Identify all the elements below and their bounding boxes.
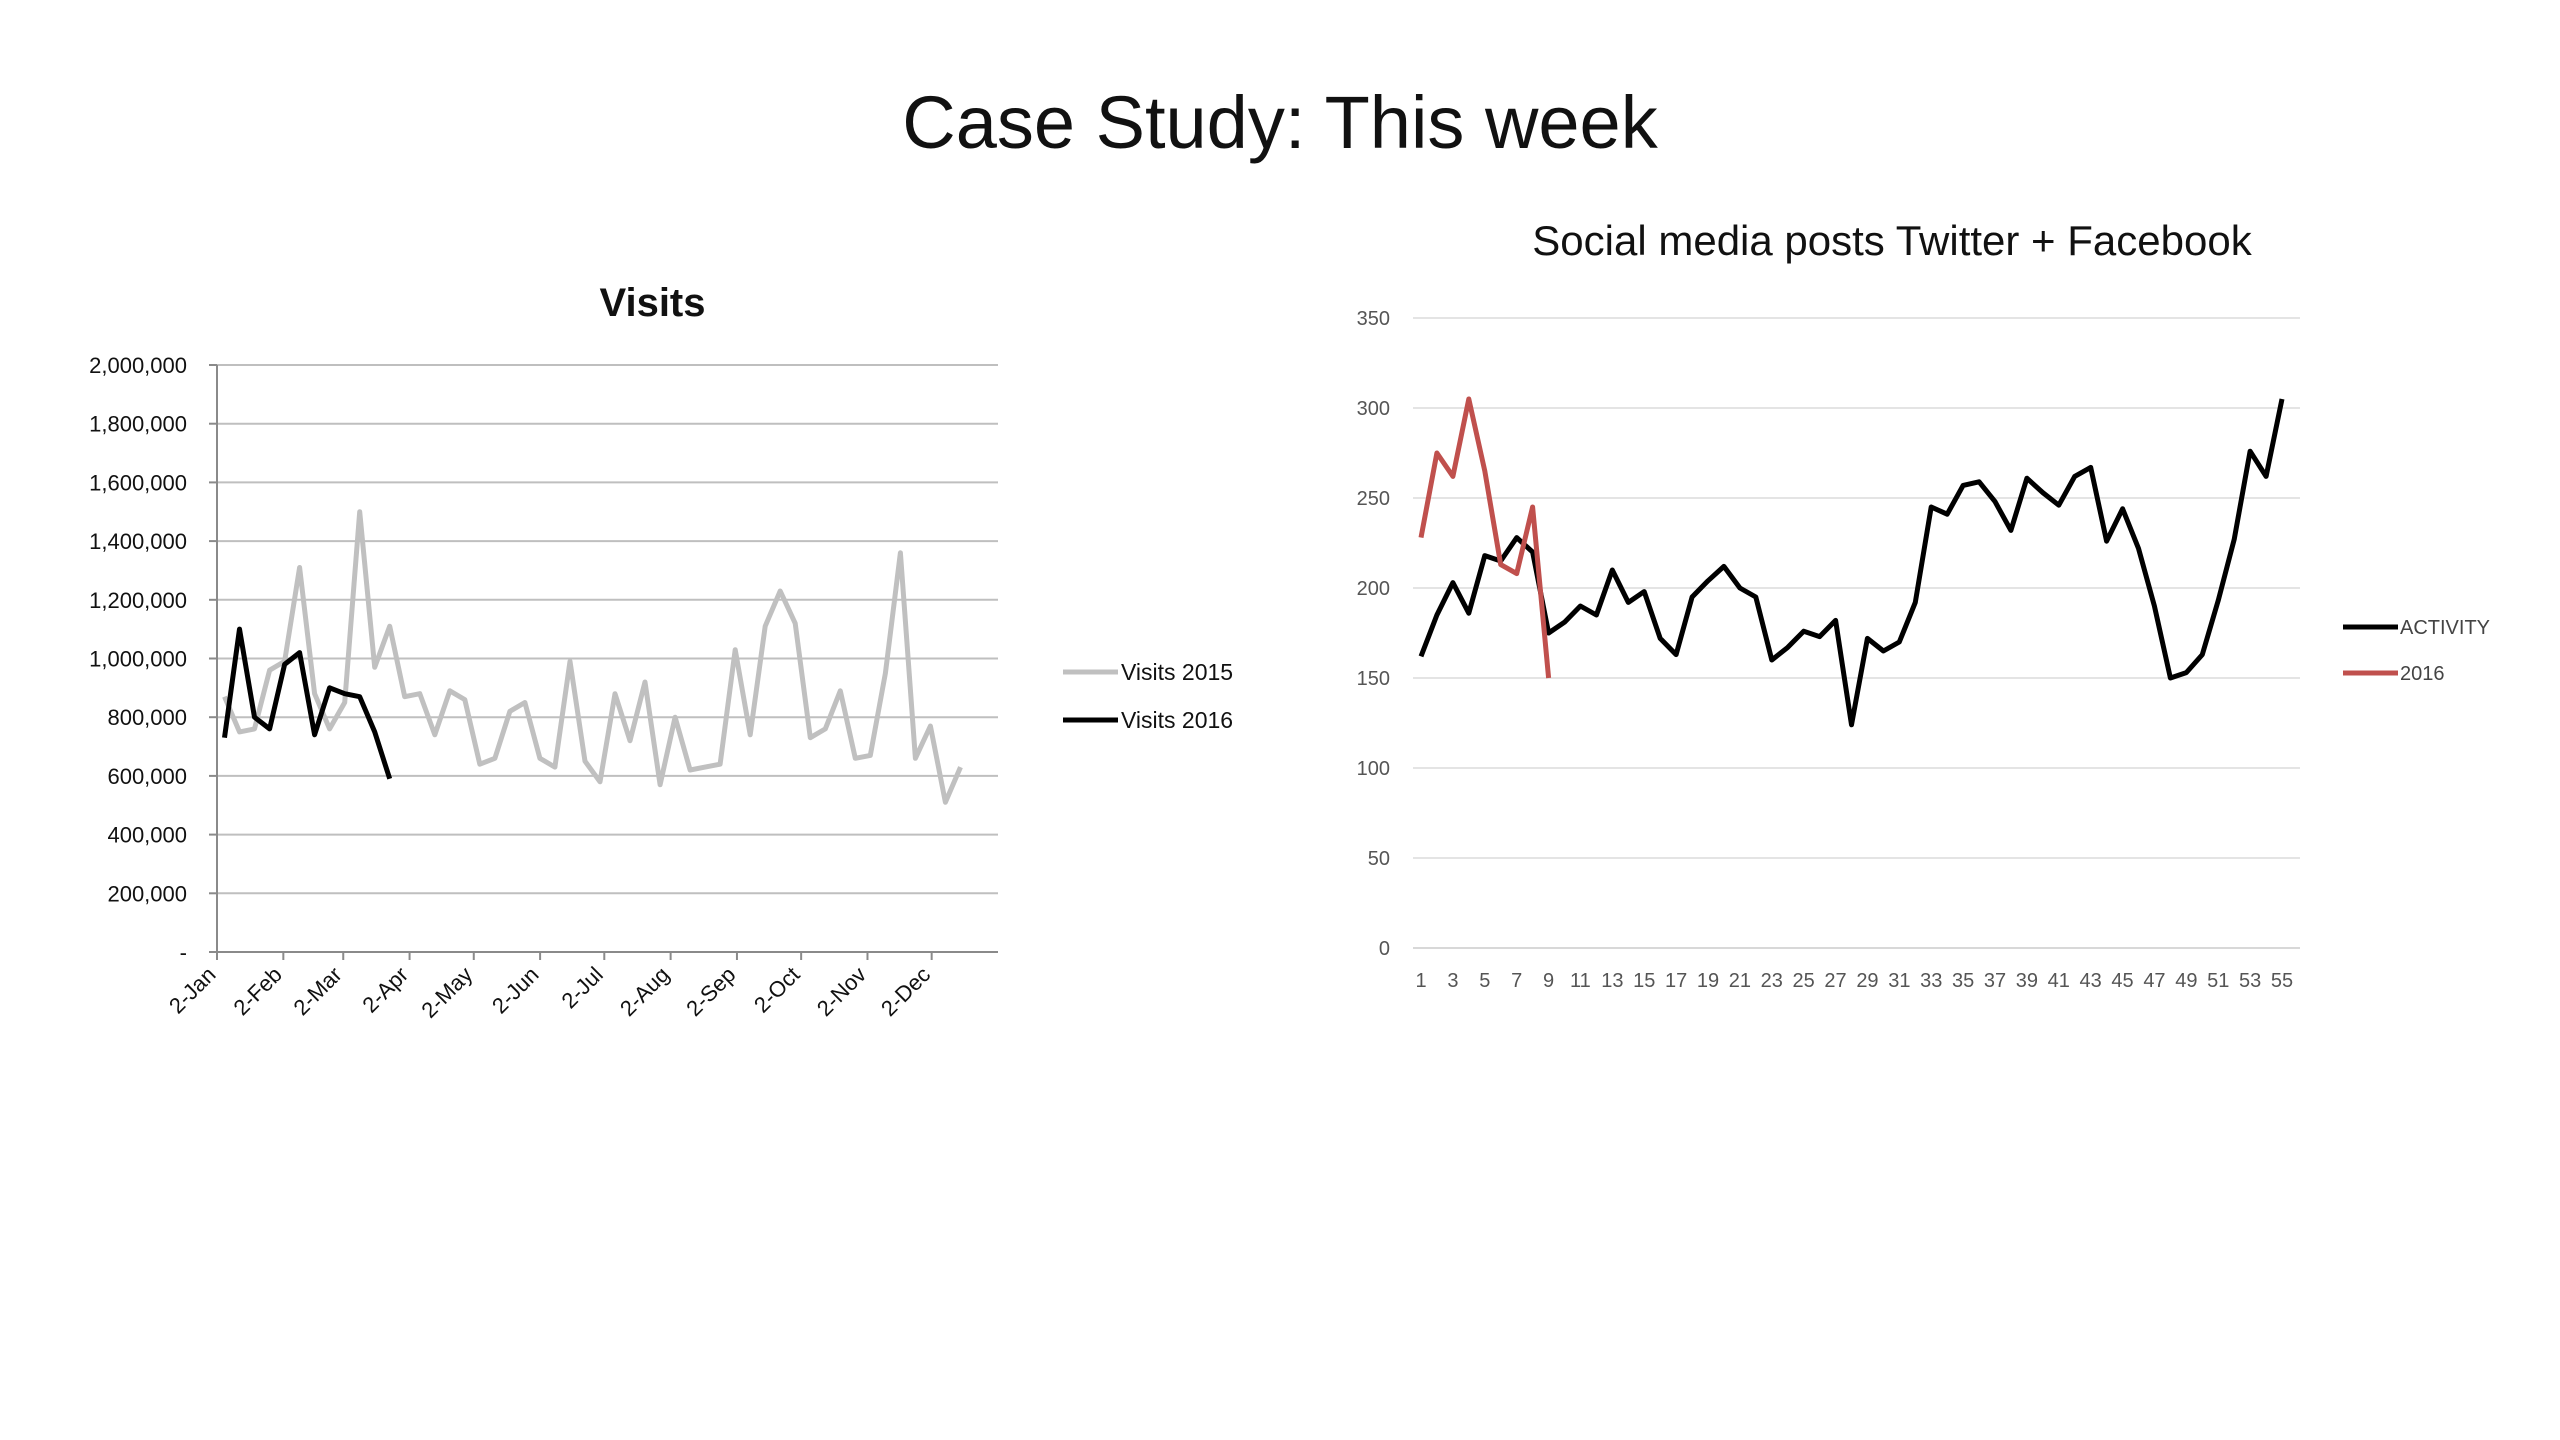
y-tick-label: 350 <box>1357 308 1390 330</box>
y-tick-label: 600,000 <box>107 764 187 789</box>
x-tick-label: 47 <box>2143 970 2165 992</box>
chart-title: Social media posts Twitter + Facebook <box>1532 217 2252 264</box>
x-tick-label: 15 <box>1633 970 1655 992</box>
visits-chart: Visits - 200,000 400,000 600,000 800,000 1,000… <box>89 281 1233 1023</box>
x-tick-label: 21 <box>1729 970 1751 992</box>
x-tick-label: 17 <box>1665 970 1687 992</box>
y-tick-label: 50 <box>1368 848 1390 870</box>
x-tick-label: 5 <box>1479 970 1490 992</box>
y-tick-label: 800,000 <box>107 705 187 730</box>
y-tick-label: 200 <box>1357 578 1390 600</box>
x-tick-label: 23 <box>1761 970 1783 992</box>
x-tick-label: 29 <box>1856 970 1878 992</box>
y-tick-label: 2,000,000 <box>89 353 187 378</box>
y-tick-label: 400,000 <box>107 823 187 848</box>
y-tick-label: 1,000,000 <box>89 647 187 672</box>
x-tick-label: 41 <box>2048 970 2070 992</box>
y-tick-label: 150 <box>1357 668 1390 690</box>
y-tick-label: 1,800,000 <box>89 412 187 437</box>
series-line-2016 <box>1418 396 1552 679</box>
series-line-visits-2016 <box>222 626 393 780</box>
y-tick-label: 250 <box>1357 488 1390 510</box>
x-tick-label: 39 <box>2016 970 2038 992</box>
legend-label: Visits 2015 <box>1121 659 1233 685</box>
legend-label: 2016 <box>2400 663 2445 685</box>
y-tick-label: 300 <box>1357 398 1390 420</box>
x-tick-label: 45 <box>2111 970 2133 992</box>
y-tick-label: 100 <box>1357 758 1390 780</box>
x-tick-label: 53 <box>2239 970 2261 992</box>
x-tick-label: 33 <box>1920 970 1942 992</box>
x-tick-label: 19 <box>1697 970 1719 992</box>
legend-label: Visits 2016 <box>1121 707 1233 733</box>
series-line-visits-2015 <box>222 509 963 805</box>
y-tick-label: - <box>180 940 187 965</box>
series-line-activity <box>1418 398 2285 728</box>
x-tick-label: 51 <box>2207 970 2229 992</box>
x-tick-label: 31 <box>1888 970 1910 992</box>
x-tick-label: 13 <box>1601 970 1623 992</box>
x-tick-label: 55 <box>2271 970 2293 992</box>
y-tick-label: 1,600,000 <box>89 470 187 495</box>
x-tick-label: 3 <box>1447 970 1458 992</box>
x-tick-label: 11 <box>1570 970 1591 992</box>
y-tick-label: 1,200,000 <box>89 588 187 613</box>
y-tick-label: 200,000 <box>107 881 187 906</box>
x-tick-label: 25 <box>1793 970 1815 992</box>
social-media-chart: Social media posts Twitter + Facebook 0 50… <box>1357 217 2490 992</box>
y-tick-label: 1,400,000 <box>89 529 187 554</box>
x-tick-label: 37 <box>1984 970 2006 992</box>
x-tick-label: 49 <box>2175 970 2197 992</box>
x-tick-label: 35 <box>1952 970 1974 992</box>
y-tick-label: 0 <box>1379 938 1390 960</box>
x-tick-label: 7 <box>1511 970 1522 992</box>
chart-title: Visits <box>600 281 706 325</box>
x-tick-label: 1 <box>1415 970 1426 992</box>
x-tick-label: 27 <box>1824 970 1846 992</box>
x-tick-label: 43 <box>2080 970 2102 992</box>
slide-title: Case Study: This week <box>902 81 1658 164</box>
x-tick-label: 9 <box>1543 970 1554 992</box>
legend-label: ACTIVITY <box>2400 617 2490 639</box>
